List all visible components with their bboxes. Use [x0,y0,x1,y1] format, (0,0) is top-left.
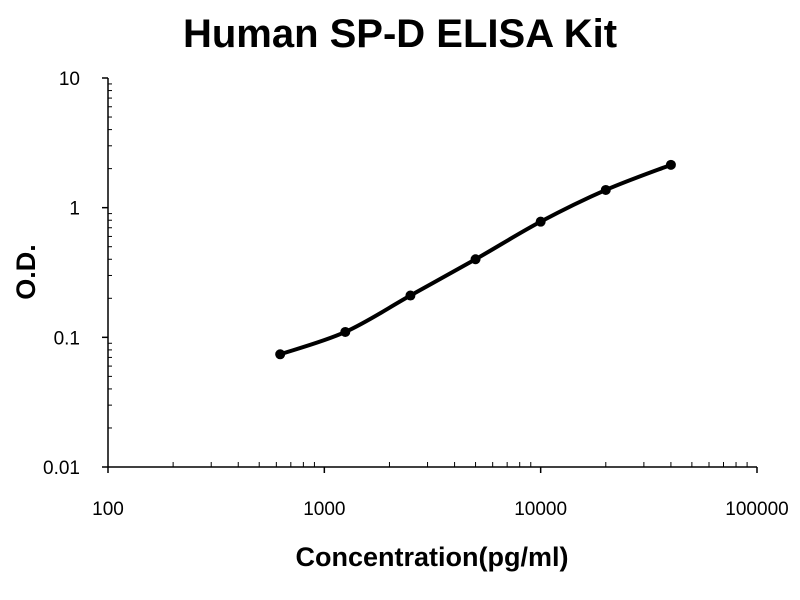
data-point [405,290,416,301]
x-axis-label: Concentration(pg/ml) [296,542,569,572]
data-point [340,326,351,337]
data-point [275,349,286,360]
y-tick-label: 1 [69,199,80,220]
y-tick-label: 10 [59,69,80,90]
y-tick-label: 0.1 [54,328,80,349]
x-tick-label: 100000 [725,499,788,520]
data-point [470,254,481,265]
data-point [600,184,611,195]
y-axis-label: O.D. [11,244,41,300]
x-tick-label: 1000 [303,499,345,520]
x-tick-label: 10000 [514,499,567,520]
chart-title: Human SP-D ELISA Kit [182,12,618,56]
y-tick-label: 0.01 [43,458,80,479]
x-tick-label: 100 [92,499,124,520]
data-point [535,216,546,227]
data-point [665,159,676,170]
